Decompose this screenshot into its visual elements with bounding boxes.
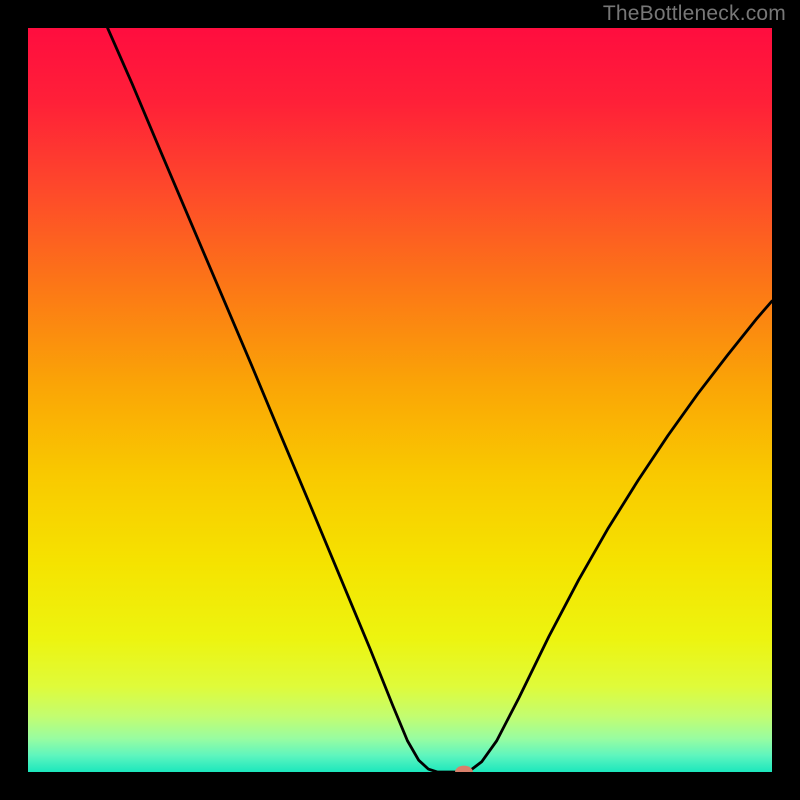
bottleneck-chart-svg — [28, 28, 772, 772]
plot-area — [28, 28, 772, 772]
gradient-background — [28, 28, 772, 772]
chart-frame: TheBottleneck.com — [0, 0, 800, 800]
watermark-text: TheBottleneck.com — [603, 2, 786, 26]
